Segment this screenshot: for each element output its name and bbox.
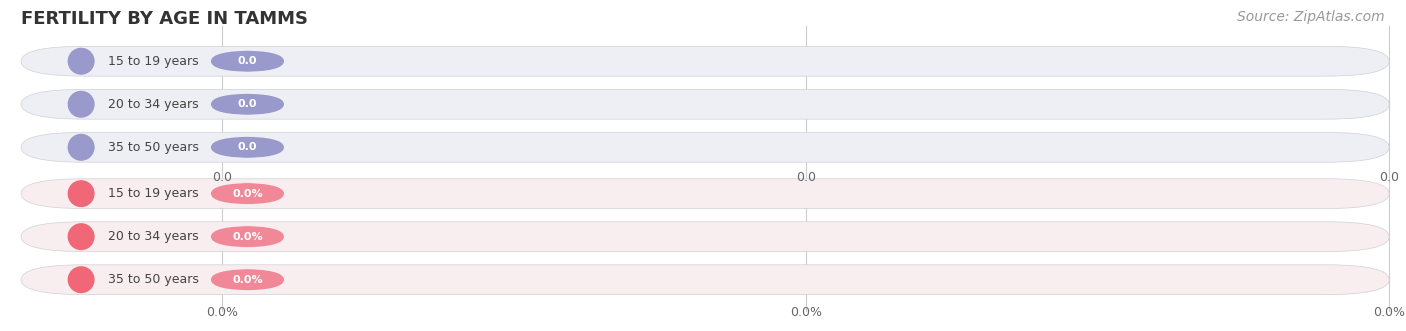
Text: 0.0%: 0.0% — [232, 232, 263, 242]
Text: 0.0: 0.0 — [796, 170, 815, 184]
Text: 0.0: 0.0 — [238, 142, 257, 152]
Text: 15 to 19 years: 15 to 19 years — [108, 187, 198, 200]
Text: 20 to 34 years: 20 to 34 years — [108, 230, 198, 243]
Text: Source: ZipAtlas.com: Source: ZipAtlas.com — [1237, 10, 1385, 24]
Text: 0.0: 0.0 — [212, 170, 232, 184]
FancyBboxPatch shape — [211, 51, 284, 72]
Text: 0.0: 0.0 — [1379, 170, 1399, 184]
Ellipse shape — [69, 181, 94, 207]
Text: 0.0%: 0.0% — [232, 189, 263, 199]
Ellipse shape — [69, 267, 94, 293]
FancyBboxPatch shape — [211, 226, 284, 247]
FancyBboxPatch shape — [21, 222, 1389, 252]
Text: 0.0%: 0.0% — [232, 275, 263, 285]
Text: 0.0: 0.0 — [238, 99, 257, 109]
FancyBboxPatch shape — [21, 89, 1389, 119]
Ellipse shape — [69, 134, 94, 160]
FancyBboxPatch shape — [211, 183, 284, 204]
Text: FERTILITY BY AGE IN TAMMS: FERTILITY BY AGE IN TAMMS — [21, 10, 308, 28]
FancyBboxPatch shape — [21, 179, 1389, 209]
Text: 15 to 19 years: 15 to 19 years — [108, 55, 198, 68]
Ellipse shape — [69, 91, 94, 117]
FancyBboxPatch shape — [21, 46, 1389, 76]
Text: 0.0: 0.0 — [238, 56, 257, 66]
FancyBboxPatch shape — [211, 137, 284, 158]
Ellipse shape — [69, 224, 94, 250]
Text: 0.0%: 0.0% — [1374, 306, 1405, 319]
FancyBboxPatch shape — [21, 132, 1389, 162]
Text: 0.0%: 0.0% — [790, 306, 821, 319]
Text: 35 to 50 years: 35 to 50 years — [108, 141, 198, 154]
Ellipse shape — [69, 48, 94, 74]
FancyBboxPatch shape — [211, 269, 284, 290]
FancyBboxPatch shape — [211, 94, 284, 115]
Text: 0.0%: 0.0% — [207, 306, 238, 319]
FancyBboxPatch shape — [21, 265, 1389, 295]
Text: 35 to 50 years: 35 to 50 years — [108, 273, 198, 286]
Text: 20 to 34 years: 20 to 34 years — [108, 98, 198, 111]
